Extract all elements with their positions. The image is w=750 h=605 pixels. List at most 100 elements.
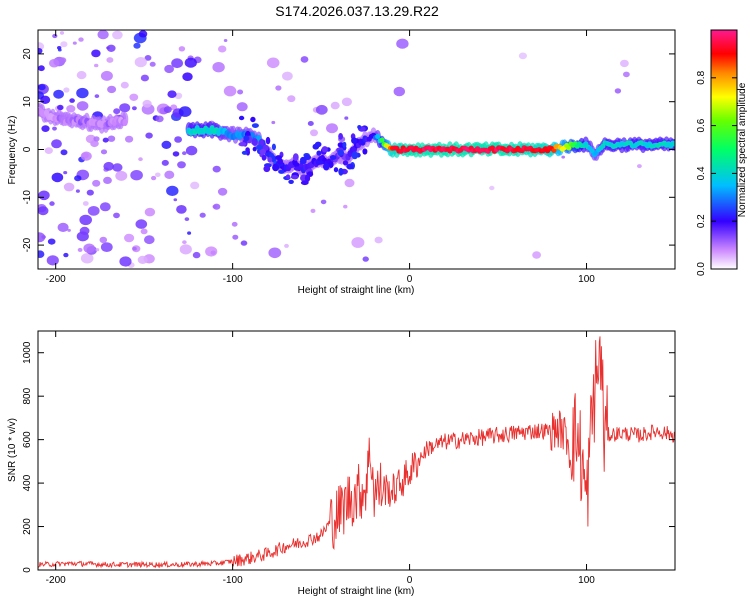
noise-blob bbox=[78, 37, 84, 42]
noise-blob bbox=[161, 140, 172, 149]
noise-blob bbox=[52, 33, 58, 39]
noise-blob bbox=[134, 57, 147, 68]
spectrogram-x-label: Height of straight line (km) bbox=[298, 285, 415, 296]
noise-blob bbox=[95, 248, 100, 252]
noise-blob bbox=[82, 201, 89, 206]
noise-blob bbox=[135, 219, 148, 229]
x-tick-label: -100 bbox=[223, 274, 243, 285]
colorbar-ticks: 0.0 0.2 0.4 0.6 0.8 bbox=[696, 70, 737, 276]
noise-blob bbox=[166, 185, 179, 196]
noise-blob bbox=[107, 135, 116, 142]
snr-x-label: Height of straight line (km) bbox=[298, 586, 415, 597]
y-tick-label: 800 bbox=[22, 387, 33, 404]
trace-blob bbox=[250, 116, 256, 123]
noise-blob bbox=[76, 101, 89, 111]
noise-blob bbox=[489, 185, 495, 191]
noise-blob bbox=[94, 94, 100, 98]
noise-blob bbox=[76, 71, 87, 80]
noise-blob bbox=[275, 85, 282, 91]
trace-blob bbox=[238, 142, 247, 147]
noise-blob bbox=[47, 238, 56, 245]
trace-blob bbox=[267, 156, 273, 163]
noise-blob bbox=[396, 38, 409, 49]
noise-blob bbox=[182, 72, 193, 81]
noise-blob bbox=[119, 256, 132, 267]
snr-marks bbox=[38, 336, 675, 569]
trace-blob bbox=[346, 163, 354, 170]
noise-blob bbox=[351, 237, 365, 248]
noise-blob bbox=[63, 182, 75, 192]
noise-blob bbox=[236, 102, 248, 112]
noise-blob bbox=[87, 206, 100, 216]
x-tick-label: -200 bbox=[46, 274, 66, 285]
noise-blob bbox=[212, 61, 225, 73]
x-tick-label: 0 bbox=[407, 575, 413, 586]
noise-blob bbox=[60, 149, 68, 156]
noise-blob bbox=[315, 104, 328, 115]
noise-blob bbox=[99, 202, 111, 212]
x-tick-label: 100 bbox=[578, 274, 595, 285]
noise-blob bbox=[79, 226, 90, 235]
trace-blob bbox=[338, 167, 344, 176]
trace-blob bbox=[265, 136, 271, 145]
trace-blob bbox=[362, 148, 368, 155]
trace-blob bbox=[261, 154, 267, 161]
noise-blob bbox=[199, 212, 206, 218]
trace-blob bbox=[288, 179, 294, 184]
noise-blob bbox=[343, 204, 348, 209]
noise-blob bbox=[57, 46, 62, 50]
noise-blob bbox=[205, 246, 218, 257]
noise-blob bbox=[103, 161, 114, 171]
ridge-point bbox=[379, 137, 385, 143]
noise-blob bbox=[132, 246, 137, 251]
trace-blob bbox=[323, 163, 330, 171]
noise-blob bbox=[38, 48, 43, 54]
noise-blob bbox=[112, 163, 123, 172]
noise-blob bbox=[330, 101, 340, 110]
noise-blob bbox=[86, 189, 94, 196]
x-tick-label: -200 bbox=[46, 575, 66, 586]
noise-blob bbox=[69, 98, 75, 103]
noise-blob bbox=[49, 201, 55, 206]
trace-blob bbox=[251, 123, 259, 128]
noise-blob bbox=[85, 134, 96, 144]
noise-blob bbox=[63, 87, 70, 93]
trace-blob bbox=[252, 146, 257, 152]
noise-blob bbox=[144, 55, 152, 61]
noise-blob bbox=[145, 132, 153, 139]
x-tick-label: -100 bbox=[223, 575, 243, 586]
noise-blob bbox=[623, 71, 630, 78]
noise-blob bbox=[149, 61, 156, 67]
snr-x-ticks: -200 -100 0 100 bbox=[46, 331, 595, 586]
noise-blob bbox=[187, 231, 192, 235]
noise-blob bbox=[106, 57, 114, 63]
noise-blob bbox=[107, 85, 117, 94]
noise-blob bbox=[106, 44, 116, 52]
y-tick-label: -20 bbox=[22, 237, 33, 252]
noise-blob bbox=[231, 221, 238, 227]
trace-blob bbox=[333, 167, 339, 173]
trace-blob bbox=[285, 174, 291, 180]
noise-blob bbox=[266, 57, 280, 69]
noise-blob bbox=[518, 52, 528, 60]
noise-blob bbox=[76, 87, 89, 99]
noise-blob bbox=[51, 139, 62, 149]
y-tick-label: 1000 bbox=[22, 341, 33, 364]
noise-blob bbox=[80, 253, 94, 264]
noise-blob bbox=[137, 255, 148, 264]
trace-blob bbox=[342, 141, 347, 148]
colorbar-tick-label: 0.6 bbox=[696, 118, 707, 132]
x-tick-label: 0 bbox=[407, 274, 413, 285]
noise-blob bbox=[362, 256, 369, 262]
noise-blob bbox=[138, 157, 143, 162]
noise-blob bbox=[38, 190, 50, 201]
trace-blob bbox=[329, 155, 337, 160]
noise-blob bbox=[92, 179, 101, 187]
noise-blob bbox=[374, 236, 383, 244]
noise-blob bbox=[310, 208, 316, 213]
noise-blob bbox=[38, 250, 45, 258]
noise-blob bbox=[57, 104, 64, 111]
noise-blob bbox=[46, 255, 59, 266]
noise-blob bbox=[144, 235, 155, 245]
snr-frame bbox=[37, 330, 676, 571]
